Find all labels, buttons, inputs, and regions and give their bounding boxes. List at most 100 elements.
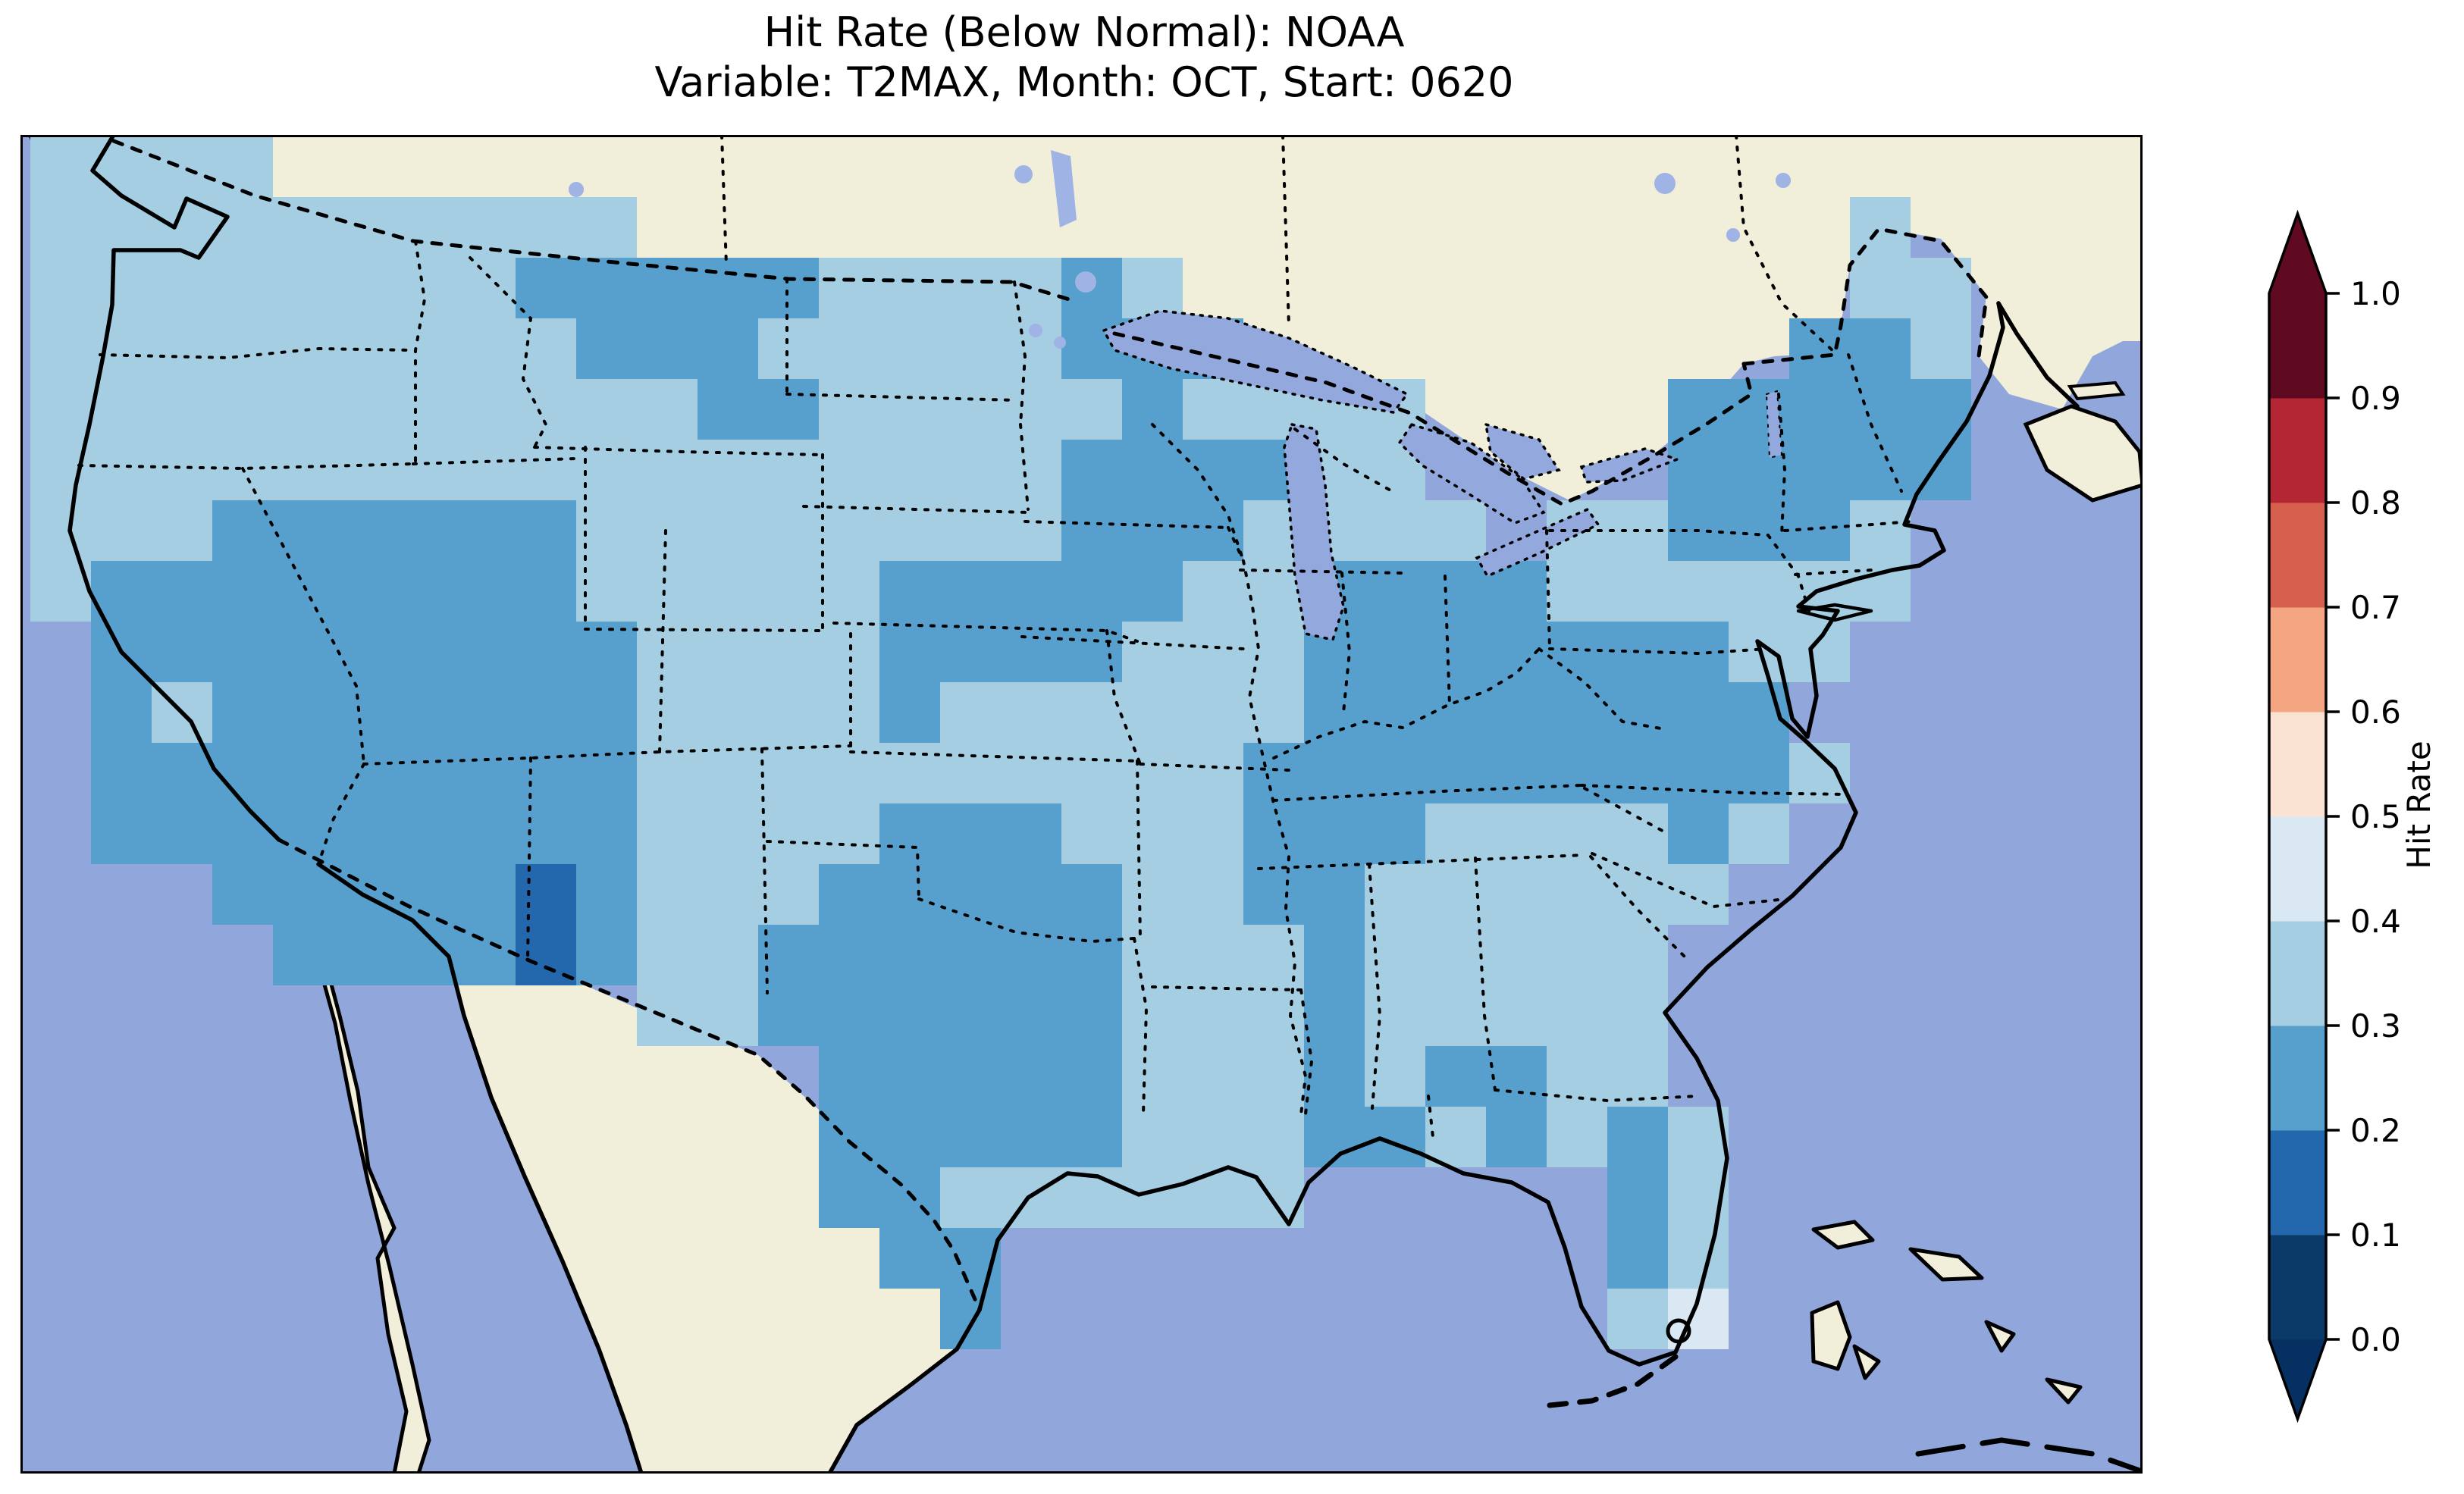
figure-title: Hit Rate (Below Normal): NOAA Variable: …	[23, 8, 2146, 108]
border-ok-tx-panhandle	[766, 840, 920, 900]
grid-cell	[1243, 864, 1304, 925]
grid-cell	[273, 561, 334, 622]
grid-cell	[1304, 925, 1365, 985]
grid-cell	[940, 925, 1001, 985]
grid-cell	[698, 500, 758, 561]
grid-cell	[758, 985, 819, 1046]
grid-cell	[576, 318, 637, 379]
grid-cell	[1183, 379, 1243, 440]
grid-cell	[152, 622, 212, 682]
grid-cell	[1183, 1107, 1243, 1167]
colorbar-bin	[2269, 1026, 2326, 1131]
grid-cell	[273, 258, 334, 318]
title-line-2: Variable: T2MAX, Month: OCT, Start: 0620	[654, 58, 1514, 106]
grid-cell	[516, 561, 576, 622]
grid-cell	[698, 318, 758, 379]
grid-cell	[1547, 682, 1607, 743]
grid-cell	[334, 440, 394, 500]
border-wv-va	[1538, 647, 1666, 731]
grid-cell	[1001, 500, 1061, 561]
grid-cell	[1607, 985, 1668, 1046]
lakes-layer	[1102, 309, 1783, 642]
grid-cell	[940, 440, 1001, 500]
grid-cell	[819, 379, 879, 440]
state-borders-layer	[77, 135, 1912, 1139]
grid-cell	[516, 379, 576, 440]
grid-cell	[819, 864, 879, 925]
grid-cell	[758, 743, 819, 803]
grid-cell	[637, 864, 698, 925]
border-pa-md	[1548, 647, 1768, 656]
grid-cell	[1486, 1046, 1547, 1107]
grid-cell	[1425, 803, 1486, 864]
grid-cell	[1365, 985, 1425, 1046]
grid-cell	[940, 864, 1001, 925]
grid-cell	[1001, 985, 1061, 1046]
grid-cell	[334, 500, 394, 561]
grid-cell	[1911, 318, 1971, 379]
grid-cell	[819, 561, 879, 622]
grid-cell	[879, 1228, 940, 1289]
colorbar-bin	[2269, 1235, 2326, 1340]
grid-cell	[637, 682, 698, 743]
grid-cell	[819, 258, 879, 318]
grid-cell	[1668, 864, 1729, 925]
grid-cell	[212, 379, 273, 440]
border-37th-parallel	[362, 744, 852, 766]
grid-cell	[819, 925, 879, 985]
grid-cell	[516, 864, 576, 925]
grid-cell	[1607, 682, 1668, 743]
grid-cell	[394, 803, 455, 864]
colorbar-tick-label: 0.3	[2350, 1007, 2401, 1045]
grid-cell	[1001, 1107, 1061, 1167]
border-in-oh	[1444, 575, 1451, 706]
grid-cell	[1183, 985, 1243, 1046]
title-line-1: Hit Rate (Below Normal): NOAA	[763, 8, 1405, 56]
canada-lake-w	[569, 182, 584, 197]
grid-cell	[879, 1167, 940, 1228]
grid-cell	[940, 1228, 1001, 1289]
grid-cell	[30, 379, 91, 440]
grid-cell	[1850, 318, 1911, 379]
colorbar-tick-label: 0.6	[2350, 694, 2401, 731]
grid-cell	[212, 622, 273, 682]
border-mn-ia	[1024, 520, 1230, 529]
grid-cell	[637, 925, 698, 985]
grid-cell	[91, 803, 152, 864]
colorbar-over-arrow	[2269, 214, 2326, 293]
grid-cell	[698, 622, 758, 682]
grid-cell	[1547, 925, 1607, 985]
grid-cell	[879, 803, 940, 864]
border-ny-vt	[1777, 393, 1787, 537]
grid-cell	[940, 379, 1001, 440]
grid-cell	[1365, 1046, 1425, 1107]
grid-cell	[273, 622, 334, 682]
grid-cell	[1486, 1107, 1547, 1167]
border-il-in	[1340, 572, 1352, 714]
grid-cell	[1668, 440, 1729, 500]
grid-cell	[879, 925, 940, 985]
grid-cell	[576, 258, 637, 318]
grid-cell	[1365, 622, 1425, 682]
grid-cell	[1001, 864, 1061, 925]
border-tn-south	[1257, 853, 1586, 870]
grid-cell	[516, 803, 576, 864]
grid-cell	[1486, 985, 1547, 1046]
quebec-lake-2	[1776, 173, 1791, 188]
grid-cell	[1061, 803, 1122, 864]
grid-cell	[576, 803, 637, 864]
grid-cell	[1425, 622, 1486, 682]
grid-cell	[1547, 1046, 1607, 1107]
grid-cell	[455, 500, 516, 561]
grid-cell	[1122, 1107, 1183, 1167]
border-nc-sc	[1591, 852, 1788, 909]
national-borders-layer	[111, 139, 1989, 1312]
grid-cell	[1183, 561, 1243, 622]
grid-cell	[879, 622, 940, 682]
grid-cell	[1243, 985, 1304, 1046]
grid-cell	[1183, 1046, 1243, 1107]
grid-cell	[1122, 1167, 1183, 1228]
colorbar-tick-label: 0.4	[2350, 903, 2401, 940]
grid-cell	[1365, 500, 1425, 561]
colorbar: 1.0 0.9 0.8 0.7 0.6 0.5 0.4 0.3 0.2 0.1 0.0	[2268, 209, 2401, 1424]
